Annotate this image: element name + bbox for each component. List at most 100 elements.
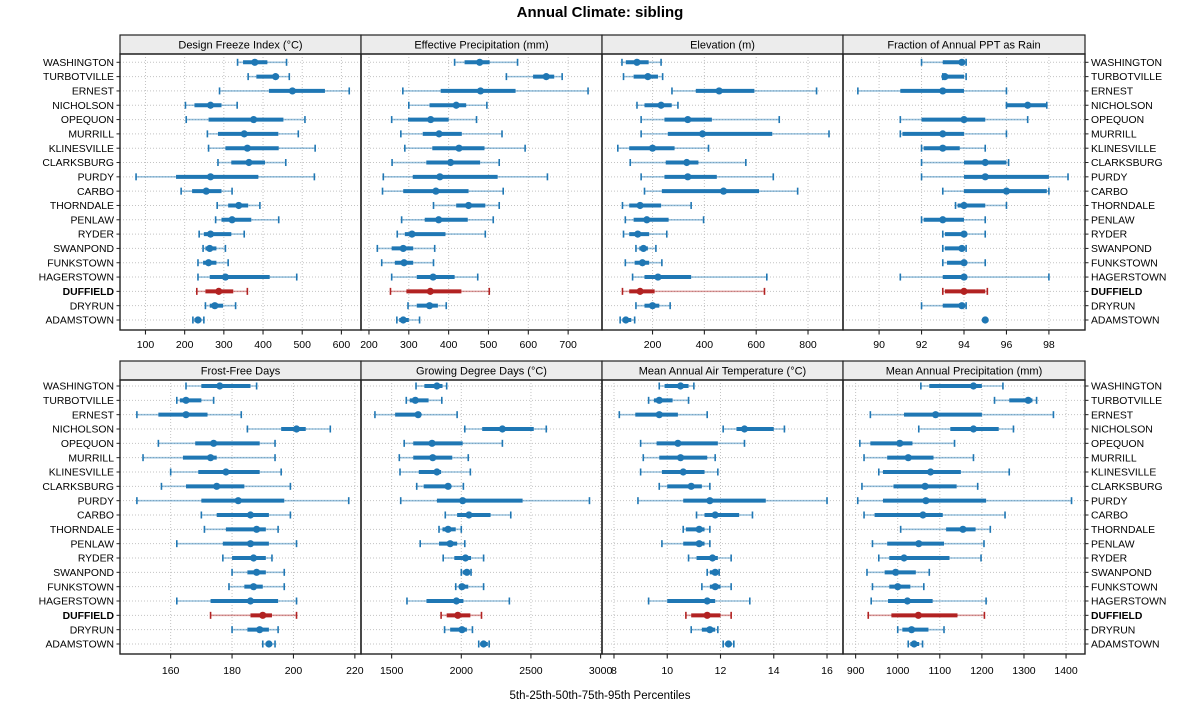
station-label-right: DRYRUN <box>1091 301 1135 312</box>
x-axis-tick-label: 300 <box>400 339 418 351</box>
station-label-left: PURDY <box>78 496 114 507</box>
median-dot <box>452 101 460 109</box>
median-dot <box>454 611 462 619</box>
station-label-left: OPEQUON <box>61 115 114 126</box>
median-dot <box>182 396 190 404</box>
median-dot <box>896 439 904 447</box>
median-dot <box>740 425 749 433</box>
median-dot <box>246 540 255 548</box>
x-axis-tick-label: 400 <box>696 339 714 351</box>
median-dot <box>210 439 218 447</box>
median-dot <box>958 58 966 66</box>
station-label-left: WASHINGTON <box>43 382 114 393</box>
station-label-right: PURDY <box>1091 496 1127 507</box>
station-label-left: DUFFIELD <box>63 287 115 298</box>
station-label-left: HAGERSTOWN <box>39 273 114 284</box>
median-dot <box>683 158 691 167</box>
station-label-left: TURBOTVILLE <box>43 396 114 407</box>
median-dot <box>939 144 947 152</box>
station-label-right: NICHOLSON <box>1091 101 1153 112</box>
median-dot <box>458 583 466 591</box>
x-axis-tick-label: 600 <box>333 339 351 351</box>
median-dot <box>479 640 488 648</box>
median-dot <box>216 382 224 390</box>
station-label-left: WASHINGTON <box>43 58 114 69</box>
median-dot <box>498 425 506 433</box>
strip-label: Mean Annual Air Temperature (°C) <box>639 366 806 378</box>
median-dot <box>711 568 719 576</box>
median-dot <box>960 273 968 281</box>
median-dot <box>271 73 280 81</box>
strip-label: Elevation (m) <box>690 40 755 52</box>
station-label-left: ADAMSTOWN <box>45 316 114 327</box>
station-label-left: FUNKSTOWN <box>47 582 114 593</box>
station-label-right: TURBOTVILLE <box>1091 72 1162 83</box>
median-dot <box>400 259 408 267</box>
station-label-right: CARBO <box>1091 511 1128 522</box>
median-dot <box>636 287 644 295</box>
median-dot <box>959 525 967 533</box>
median-dot <box>202 187 210 195</box>
station-label-right: HAGERSTOWN <box>1091 597 1166 608</box>
station-label-left: DUFFIELD <box>63 611 115 622</box>
station-label-left: THORNDALE <box>50 525 114 536</box>
median-dot <box>903 597 911 605</box>
median-dot <box>922 497 930 505</box>
station-label-left: HAGERSTOWN <box>39 597 114 608</box>
x-axis-tick-label: 400 <box>254 339 272 351</box>
station-label-right: NICHOLSON <box>1091 425 1153 436</box>
x-axis-tick-label: 200 <box>285 665 303 677</box>
x-axis-tick-label: 8 <box>611 665 617 677</box>
median-dot <box>654 273 662 281</box>
x-axis-tick-label: 300 <box>215 339 233 351</box>
x-axis-tick-label: 1000 <box>886 665 910 677</box>
median-dot <box>695 540 703 548</box>
strip-label: Effective Precipitation (mm) <box>414 40 548 52</box>
median-dot <box>910 640 918 648</box>
x-axis-tick-label: 500 <box>480 339 498 351</box>
station-label-left: SWANPOND <box>53 244 114 255</box>
median-dot <box>253 525 261 533</box>
median-dot <box>960 259 968 267</box>
median-dot <box>461 554 470 562</box>
median-dot <box>447 158 455 167</box>
median-dot <box>969 382 978 390</box>
station-label-right: PENLAW <box>1091 215 1135 226</box>
median-dot <box>960 230 968 238</box>
median-dot <box>250 115 258 124</box>
median-dot <box>634 230 642 238</box>
station-label-right: MURRILL <box>1091 129 1137 140</box>
page-title: Annual Climate: sibling <box>516 4 684 21</box>
station-label-right: CARBO <box>1091 187 1128 198</box>
median-dot <box>981 158 989 167</box>
median-dot <box>221 273 230 281</box>
station-label-right: OPEQUON <box>1091 439 1144 450</box>
station-label-right: HAGERSTOWN <box>1091 273 1166 284</box>
median-dot <box>476 87 485 95</box>
station-label-right: PENLAW <box>1091 539 1135 550</box>
station-label-right: ADAMSTOWN <box>1091 316 1160 327</box>
station-label-left: DRYRUN <box>70 625 114 636</box>
median-dot <box>228 216 236 224</box>
x-axis-tick-label: 16 <box>821 665 833 677</box>
median-dot <box>1024 396 1032 404</box>
median-dot <box>259 611 267 619</box>
median-dot <box>444 482 452 490</box>
median-dot <box>941 73 949 81</box>
median-dot <box>644 73 652 81</box>
station-label-left: PENLAW <box>71 215 115 226</box>
median-dot <box>1024 101 1032 109</box>
median-dot <box>648 144 657 152</box>
median-dot <box>446 540 454 548</box>
median-dot <box>234 497 242 505</box>
station-label-right: DRYRUN <box>1091 625 1135 636</box>
median-dot <box>246 511 255 519</box>
median-dot <box>452 597 461 605</box>
median-dot <box>253 568 261 576</box>
station-label-left: KLINESVILLE <box>49 144 114 155</box>
median-dot <box>206 230 215 238</box>
median-dot <box>245 158 253 167</box>
station-label-right: KLINESVILLE <box>1091 468 1156 479</box>
median-dot <box>399 316 407 324</box>
